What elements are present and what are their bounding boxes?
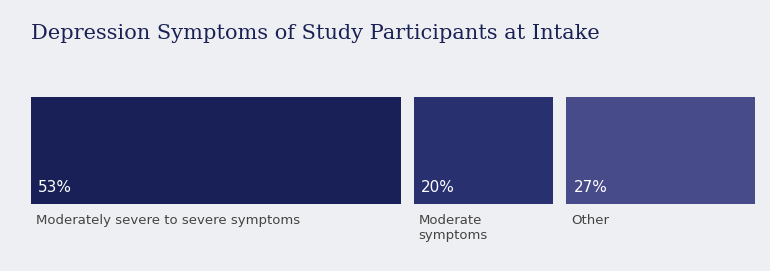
Text: 27%: 27% bbox=[574, 179, 608, 195]
FancyBboxPatch shape bbox=[31, 97, 400, 204]
Text: Other: Other bbox=[571, 214, 609, 227]
Text: Depression Symptoms of Study Participants at Intake: Depression Symptoms of Study Participant… bbox=[31, 24, 600, 43]
FancyBboxPatch shape bbox=[566, 97, 755, 204]
Text: 53%: 53% bbox=[38, 179, 72, 195]
Text: Moderately severe to severe symptoms: Moderately severe to severe symptoms bbox=[36, 214, 300, 227]
Text: Moderate
symptoms: Moderate symptoms bbox=[419, 214, 488, 242]
FancyBboxPatch shape bbox=[413, 97, 553, 204]
Text: 20%: 20% bbox=[421, 179, 455, 195]
